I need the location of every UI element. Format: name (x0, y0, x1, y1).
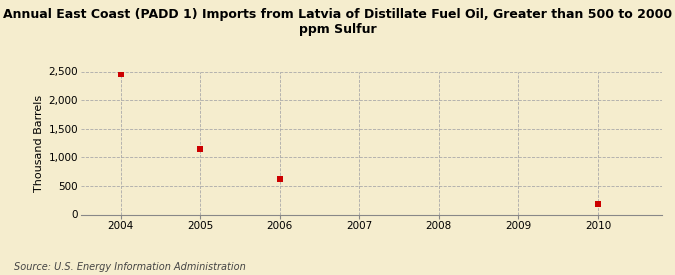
Y-axis label: Thousand Barrels: Thousand Barrels (34, 94, 45, 192)
Text: Annual East Coast (PADD 1) Imports from Latvia of Distillate Fuel Oil, Greater t: Annual East Coast (PADD 1) Imports from … (3, 8, 672, 36)
Text: Source: U.S. Energy Information Administration: Source: U.S. Energy Information Administ… (14, 262, 245, 272)
